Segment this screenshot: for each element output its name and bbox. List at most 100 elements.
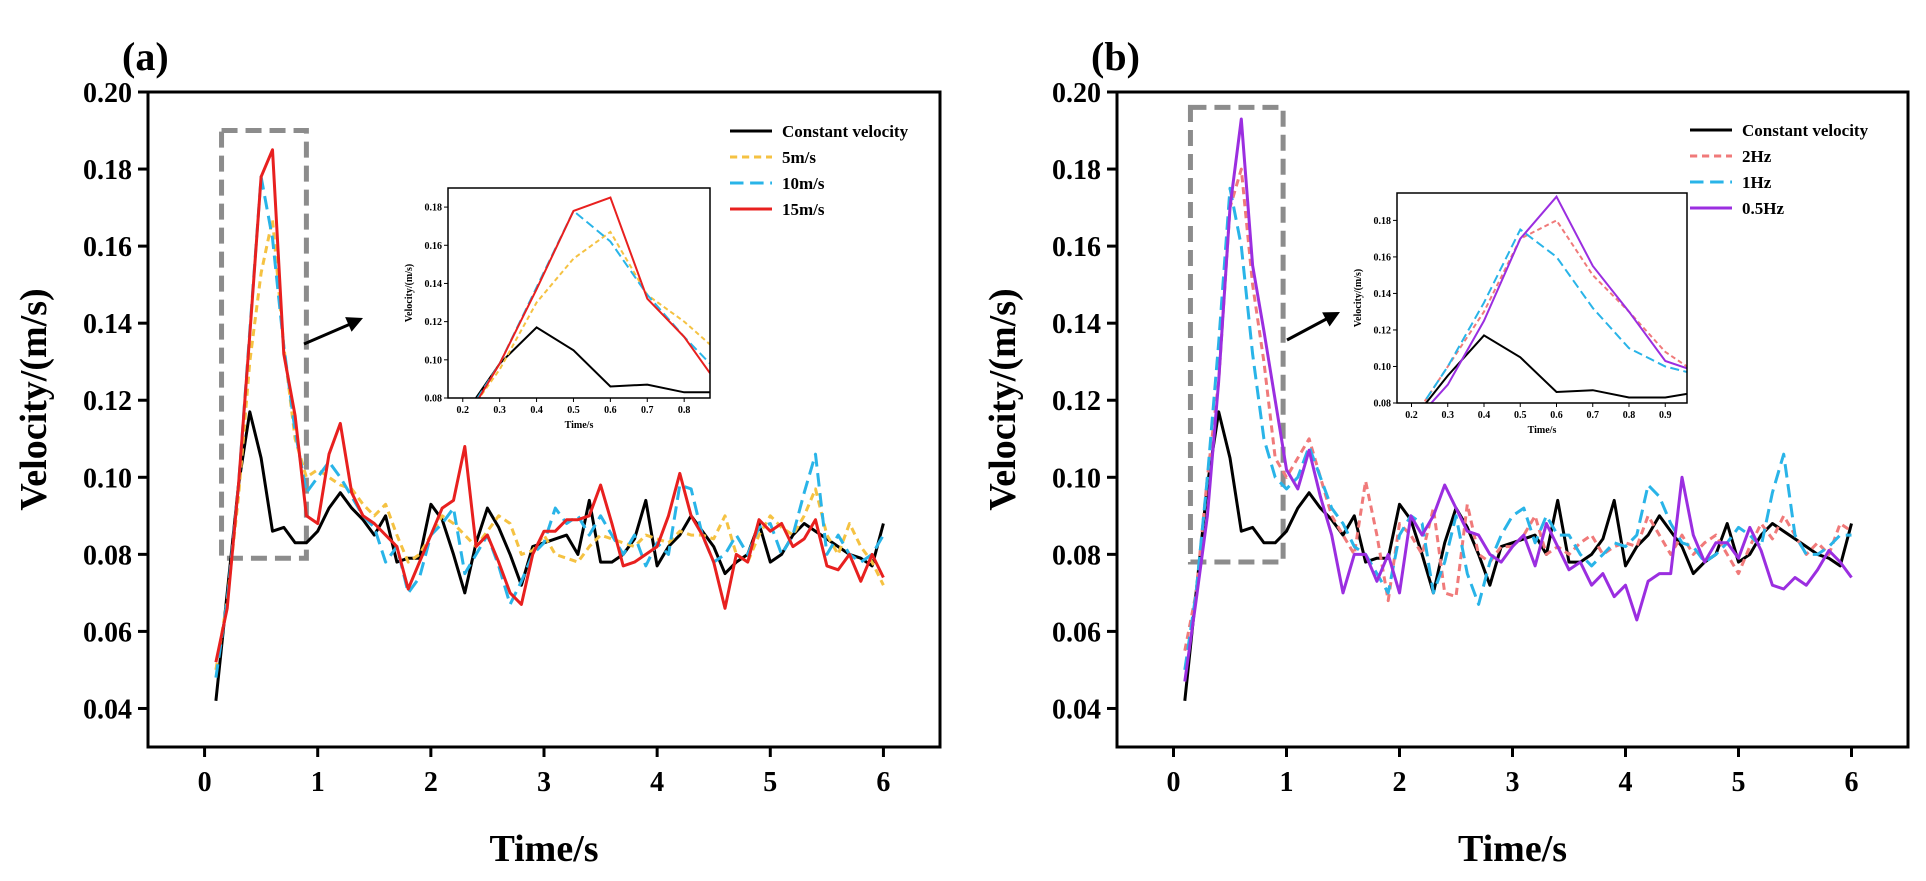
inset-x-tick-label: 0.6 [604, 405, 617, 416]
x-tick-label: 2 [424, 767, 438, 798]
series-line-0-5hz [1183, 117, 1853, 682]
x-tick-label: 4 [1619, 767, 1633, 798]
x-tick-label: 5 [763, 767, 777, 798]
inset-y-axis-title: Velocity/(m/s) [404, 264, 415, 323]
inset-background [1397, 193, 1687, 403]
inset-x-tick-label: 0.2 [457, 405, 470, 416]
inset-x-tick-label: 0.2 [1405, 410, 1418, 421]
x-tick-label: 0 [198, 767, 212, 798]
y-tick-label: 0.10 [83, 463, 132, 494]
inset-x-tick-label: 0.3 [1442, 410, 1455, 421]
x-tick-label: 1 [1280, 767, 1294, 798]
inset-y-tick-label: 0.08 [425, 394, 443, 405]
inset-x-tick-label: 0.4 [1478, 410, 1491, 421]
y-tick-label: 0.18 [83, 155, 132, 186]
inset-x-tick-label: 0.6 [1550, 410, 1563, 421]
inset-x-tick-label: 0.9 [1659, 410, 1672, 421]
inset-series-line-15m-s [477, 196, 710, 398]
x-tick-label: 4 [650, 767, 664, 798]
inset-background [448, 188, 710, 398]
series-line-1hz [1183, 186, 1852, 671]
inset-y-axis-title: Velocity/(m/s) [1353, 269, 1364, 328]
inset-x-tick-label: 0.5 [567, 405, 580, 416]
highlight-box [1187, 104, 1286, 565]
y-tick-label: 0.16 [83, 232, 132, 263]
x-tick-label: 3 [537, 767, 551, 798]
series-line-5m-s [214, 217, 885, 671]
panel-label: (b) [1091, 34, 1140, 79]
inset-y-tick-label: 0.14 [1374, 289, 1392, 300]
inset-y-tick-label: 0.10 [425, 355, 443, 366]
series-line-constant-velocity [214, 410, 885, 701]
x-tick-label: 1 [311, 767, 325, 798]
inset-x-tick-label: 0.7 [641, 405, 654, 416]
y-tick-label: 0.14 [83, 309, 132, 340]
series-line-15m-s [214, 148, 885, 663]
y-tick-label: 0.20 [1052, 78, 1101, 109]
zoom-arrow-head [345, 317, 363, 332]
highlight-box [219, 128, 309, 561]
y-tick-label: 0.12 [83, 386, 132, 417]
inset-frame [1396, 192, 1688, 404]
inset-y-tick-label: 0.10 [1374, 362, 1392, 373]
x-tick-label: 6 [876, 767, 890, 798]
inset-x-tick-label: 0.8 [678, 405, 691, 416]
legend-label: 0.5Hz [1742, 199, 1784, 218]
x-tick-label: 0 [1167, 767, 1181, 798]
inset-chart: 0.2 0.3 0.4 0.5 0.6 0.7 0.8 0.9 0.08 0.10 0.12 0.14… [1353, 192, 1688, 436]
legend-label: Constant velocity [1742, 121, 1869, 140]
legend-label: 15m/s [782, 200, 825, 219]
zoom-arrow-line [303, 320, 356, 346]
x-tick-label: 5 [1732, 767, 1746, 798]
y-tick-label: 0.20 [83, 78, 132, 109]
y-tick-label: 0.04 [83, 694, 132, 725]
y-tick-label: 0.08 [1052, 540, 1101, 571]
y-tick-label: 0.12 [1052, 386, 1101, 417]
y-axis-title: Velocity/(m/s) [13, 288, 55, 510]
inset-chart: 0.2 0.3 0.4 0.5 0.6 0.7 0.8 0.08 0.10 0.12 0.14 0.1… [404, 187, 711, 431]
legend-label: 1Hz [1742, 173, 1772, 192]
inset-x-tick-label: 0.5 [1514, 410, 1527, 421]
legend-label: 10m/s [782, 174, 825, 193]
inset-x-tick-label: 0.4 [530, 405, 543, 416]
zoom-arrow-line [1286, 314, 1333, 342]
inset-y-tick-label: 0.12 [1374, 325, 1392, 336]
legend-label: 2Hz [1742, 147, 1772, 166]
y-tick-label: 0.06 [83, 617, 132, 648]
inset-series-line-1hz [1422, 227, 1687, 403]
inset-y-tick-label: 0.18 [425, 203, 443, 214]
inset-series-line-0-5hz [1429, 194, 1687, 403]
chart-panel-1: (b)0 1 2 3 4 5 60.040.060.080.100.120.140.160.… [982, 34, 1910, 870]
y-tick-label: 0.14 [1052, 309, 1101, 340]
inset-y-tick-label: 0.16 [425, 241, 443, 252]
inset-x-axis-title: Time/s [1528, 425, 1557, 436]
x-axis-title: Time/s [1458, 828, 1567, 870]
inset-y-tick-label: 0.16 [1374, 252, 1392, 263]
x-axis-title: Time/s [489, 828, 598, 870]
y-tick-label: 0.08 [83, 540, 132, 571]
x-tick-label: 3 [1506, 767, 1520, 798]
inset-y-tick-label: 0.14 [425, 279, 443, 290]
y-axis-title: Velocity/(m/s) [982, 288, 1024, 510]
legend-label: Constant velocity [782, 122, 909, 141]
y-tick-label: 0.06 [1052, 617, 1101, 648]
inset-x-tick-label: 0.8 [1623, 410, 1636, 421]
zoom-arrow-head [1322, 312, 1340, 327]
x-tick-label: 2 [1393, 767, 1407, 798]
inset-series-line-5m-s [477, 230, 710, 398]
panel-label: (a) [122, 34, 169, 79]
y-tick-label: 0.18 [1052, 155, 1101, 186]
inset-frame [447, 187, 711, 399]
plot-frame [1115, 90, 1910, 749]
x-tick-label: 6 [1845, 767, 1859, 798]
inset-x-axis-title: Time/s [565, 420, 594, 431]
inset-x-tick-label: 0.7 [1587, 410, 1600, 421]
inset-y-tick-label: 0.12 [425, 317, 443, 328]
chart-panel-0: (a)0 1 2 3 4 5 60.040.060.080.100.120.140.160.… [13, 34, 942, 870]
y-tick-label: 0.04 [1052, 694, 1101, 725]
y-tick-label: 0.16 [1052, 232, 1101, 263]
inset-x-tick-label: 0.3 [493, 405, 506, 416]
y-tick-label: 0.10 [1052, 463, 1101, 494]
inset-y-tick-label: 0.08 [1374, 399, 1392, 410]
